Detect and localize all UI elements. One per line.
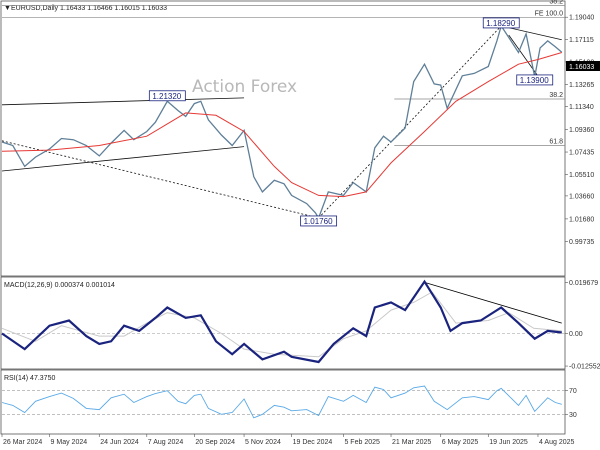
macd-trendline bbox=[424, 281, 562, 324]
rsi-line bbox=[1, 385, 562, 419]
price-annotation-label: 1.21320 bbox=[152, 92, 181, 101]
last-price-marker: 1.16033 bbox=[566, 61, 600, 71]
rsi-label: RSI(14) 47.3750 bbox=[4, 375, 55, 382]
macd-line bbox=[1, 279, 562, 364]
time-tick-label: 6 May 2025 bbox=[442, 439, 479, 446]
time-tick-label: 20 Sep 2024 bbox=[195, 439, 235, 446]
price-tick-label: 1.09360 bbox=[569, 127, 594, 134]
moving-average-line bbox=[1, 52, 562, 198]
time-tick-label: 9 May 2024 bbox=[51, 439, 88, 446]
macd-axis: 0.019679 0.00 -0.012552 bbox=[565, 280, 600, 371]
price-annotation-box bbox=[300, 215, 338, 227]
rsi-axis: 70 30 bbox=[565, 388, 577, 419]
macd-tick-label: -0.012552 bbox=[569, 364, 600, 371]
price-annotation-label: 1.18290 bbox=[486, 19, 515, 28]
price-tick-label: 1.07435 bbox=[569, 150, 594, 157]
price-tick-label: 1.17115 bbox=[569, 37, 594, 44]
price-panel-frame bbox=[0, 0, 566, 277]
trendline bbox=[1, 97, 245, 106]
rsi-panel: RSI(14) 47.3750 70 30 bbox=[0, 369, 577, 435]
dashed-trendline bbox=[318, 25, 502, 219]
time-tick-label: 4 Aug 2025 bbox=[539, 439, 575, 446]
fib-level-label: 38.2 bbox=[549, 0, 563, 5]
price-annotations: 1.21320 1.01760 1.18290 1.13900 bbox=[148, 17, 554, 227]
fib-level-label: 38.2 bbox=[549, 92, 563, 99]
price-trendlines bbox=[1, 25, 562, 219]
price-annotation-box bbox=[482, 17, 520, 29]
macd-tick-label: 0.019679 bbox=[569, 280, 598, 287]
time-tick-label: 26 Mar 2024 bbox=[3, 439, 42, 446]
fib-levels: 38.2 FE 100.0 38.2 61.8 bbox=[2, 0, 565, 146]
price-annotation-box bbox=[148, 90, 186, 102]
last-price-background bbox=[566, 61, 600, 71]
time-tick-label: 19 Jun 2025 bbox=[489, 439, 528, 446]
price-annotation-label: 1.13900 bbox=[520, 76, 549, 85]
price-series-line bbox=[1, 24, 563, 220]
price-tick-label: 1.13265 bbox=[569, 82, 594, 89]
price-annotation-box bbox=[516, 74, 554, 86]
macd-panel-frame bbox=[0, 276, 566, 370]
price-tick-label: 1.05510 bbox=[569, 172, 594, 179]
macd-label: MACD(12,26,9) 0.000374 0.001014 bbox=[4, 282, 115, 289]
fib-level-label: 61.8 bbox=[549, 138, 563, 145]
price-axis: 1.190401.171151.151901.132651.113401.093… bbox=[565, 15, 594, 246]
trendline bbox=[508, 34, 541, 80]
time-axis: 26 Mar 2024 9 May 2024 24 Jun 2024 7 Aug 20… bbox=[1, 434, 575, 446]
price-tick-label: 1.19040 bbox=[569, 15, 594, 22]
trendline bbox=[1, 146, 245, 172]
time-tick-label: 5 Nov 2024 bbox=[245, 439, 281, 446]
fib-level-label: FE 100.0 bbox=[535, 10, 564, 17]
price-tick-label: 1.01680 bbox=[569, 216, 594, 223]
price-tick-label: 1.03660 bbox=[569, 193, 594, 200]
watermark: Action Forex bbox=[192, 77, 297, 97]
price-tick-label: 1.11340 bbox=[569, 104, 594, 111]
rsi-panel-frame bbox=[0, 369, 566, 435]
collapse-icon[interactable]: ▼ bbox=[4, 5, 11, 12]
macd-tick-label: 0.00 bbox=[569, 331, 583, 338]
time-tick-label: 21 Mar 2025 bbox=[392, 439, 431, 446]
last-price-label: 1.16033 bbox=[569, 64, 594, 71]
symbol-info: EURUSD,Daily 1.16433 1.16466 1.16015 1.1… bbox=[11, 5, 167, 12]
time-tick-label: 24 Jun 2024 bbox=[100, 439, 139, 446]
rsi-levels bbox=[2, 390, 565, 415]
price-annotation-label: 1.01760 bbox=[304, 217, 333, 226]
time-tick-label: 19 Dec 2024 bbox=[293, 439, 333, 446]
time-tick-label: 5 Feb 2025 bbox=[344, 439, 380, 446]
macd-panel: MACD(12,26,9) 0.000374 0.001014 0.019679… bbox=[0, 276, 600, 371]
rsi-tick-label: 70 bbox=[569, 388, 577, 395]
price-panel: EURUSD,Daily 1.16433 1.16466 1.16015 1.1… bbox=[0, 0, 600, 277]
price-tick-label: 0.99735 bbox=[569, 239, 594, 246]
rsi-tick-label: 30 bbox=[569, 412, 577, 419]
time-tick-label: 7 Aug 2024 bbox=[148, 439, 184, 446]
